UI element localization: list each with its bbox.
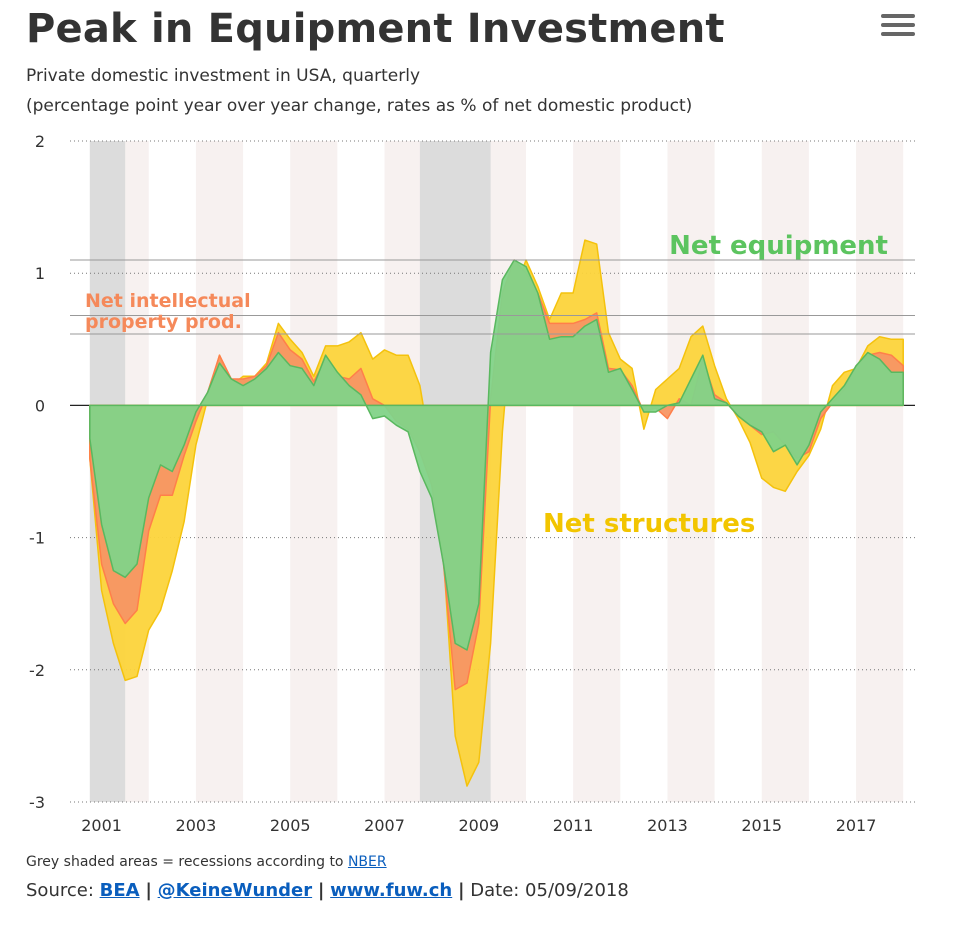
x-tick-label: 2003 bbox=[176, 816, 217, 835]
y-tick-label: -3 bbox=[29, 793, 45, 812]
x-tick-label: 2007 bbox=[364, 816, 405, 835]
year-band bbox=[667, 141, 715, 802]
label-net-ip-line2: property prod. bbox=[85, 311, 242, 333]
x-tick-label: 2005 bbox=[270, 816, 311, 835]
y-tick-label: -2 bbox=[29, 661, 45, 680]
y-tick-label: -1 bbox=[29, 529, 45, 548]
x-tick-label: 2019 bbox=[930, 816, 954, 835]
year-band bbox=[573, 141, 621, 802]
separator: | bbox=[317, 880, 325, 901]
chart-title: Peak in Equipment Investment bbox=[26, 6, 725, 52]
hamburger-menu-icon[interactable] bbox=[881, 14, 915, 42]
x-tick-label: 2001 bbox=[81, 816, 122, 835]
label-net-equipment: Net equipment bbox=[669, 231, 888, 261]
x-tick-label: 2015 bbox=[741, 816, 782, 835]
axes: -3 -2 -1 0 1 2 2001 2003 2005 2007 2009 2011 2013 201… bbox=[29, 132, 954, 835]
x-tick-label: 2017 bbox=[836, 816, 877, 835]
x-tick-label: 2013 bbox=[647, 816, 688, 835]
label-net-structures: Net structures bbox=[543, 509, 755, 539]
y-tick-label: 1 bbox=[35, 264, 45, 283]
bea-link[interactable]: BEA bbox=[99, 880, 140, 901]
y-tick-label: 2 bbox=[35, 132, 45, 151]
year-band bbox=[290, 141, 338, 802]
data-series bbox=[89, 239, 904, 787]
chart-subtitle: Private domestic investment in USA, quar… bbox=[26, 61, 692, 121]
label-net-ip-line1: Net intellectual bbox=[85, 290, 251, 312]
separator: | bbox=[457, 880, 465, 901]
nber-link[interactable]: NBER bbox=[347, 854, 387, 870]
twitter-link[interactable]: @KeineWunder bbox=[157, 880, 313, 901]
x-tick-label: 2011 bbox=[553, 816, 594, 835]
source-line: Source: BEA | @KeineWunder | www.fuw.ch … bbox=[26, 880, 629, 901]
x-tick-label: 2009 bbox=[458, 816, 499, 835]
source-label: Source: bbox=[26, 880, 94, 901]
separator: | bbox=[145, 880, 152, 901]
y-tick-label: 0 bbox=[35, 396, 45, 415]
year-band bbox=[195, 141, 244, 802]
equipment-area bbox=[89, 259, 904, 651]
website-link[interactable]: www.fuw.ch bbox=[330, 880, 453, 901]
subtitle-line-2: (percentage point year over year change,… bbox=[26, 96, 693, 116]
year-band bbox=[856, 141, 904, 802]
date-text: Date: 05/09/2018 bbox=[470, 880, 629, 901]
recession-note-text: Grey shaded areas = recessions according… bbox=[26, 854, 348, 870]
recession-note: Grey shaded areas = recessions according… bbox=[26, 854, 387, 870]
subtitle-line-1: Private domestic investment in USA, quar… bbox=[26, 66, 421, 86]
